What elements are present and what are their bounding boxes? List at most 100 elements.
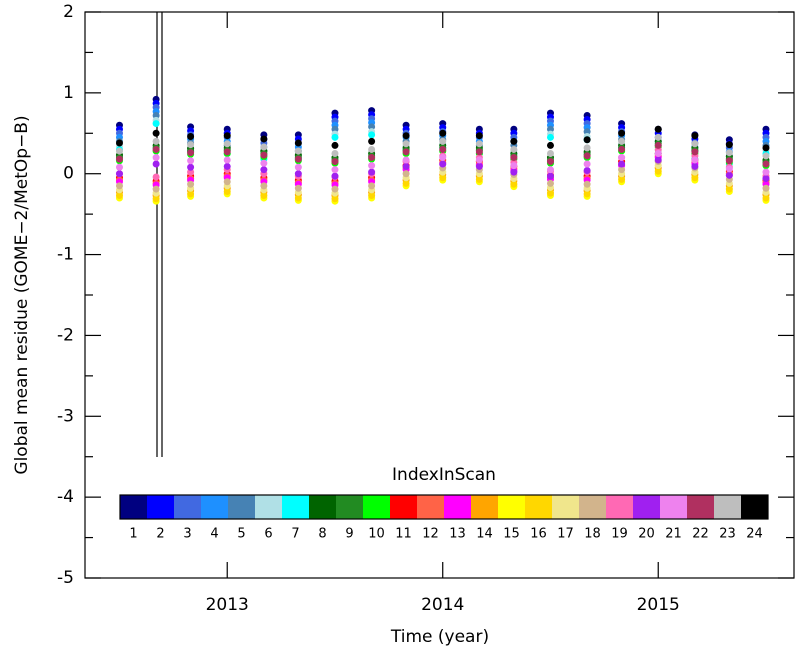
data-point [546,125,554,133]
legend-label: 18 [584,527,601,542]
data-point [475,175,483,183]
data-point [402,179,410,187]
data-point [583,160,591,168]
data-point [475,140,483,148]
data-point [223,178,231,186]
data-point [654,133,662,141]
legend-swatch [390,495,417,519]
data-point [691,140,699,148]
legend-swatch [552,495,579,519]
data-point [546,179,554,187]
data-point [368,168,376,176]
data-point [618,160,626,168]
data-point [762,152,770,160]
data-point [618,145,626,153]
data-point [439,154,447,162]
data-point [439,160,447,168]
data-point [654,125,662,133]
x-tick-label: 2014 [421,595,464,615]
data-point [331,185,339,193]
data-point [115,170,123,178]
data-point [187,168,195,176]
data-point [331,125,339,133]
legend-label: 22 [692,527,709,542]
data-point [152,120,160,128]
legend-swatch [417,495,444,519]
legend-label: 23 [719,527,736,542]
data-point [187,149,195,157]
y-tick-label: 2 [63,2,74,22]
legend-label: 20 [638,527,655,542]
data-point [294,184,302,192]
data-point [260,143,268,151]
data-point [439,129,447,137]
data-point [583,180,591,188]
legend-label: 21 [665,527,682,542]
data-point [294,163,302,171]
data-point [583,152,591,160]
data-point [725,185,733,193]
data-point [187,190,195,198]
y-tick-label: 1 [63,83,74,103]
data-point [402,132,410,140]
legend-label: 7 [291,527,299,542]
data-point [152,111,160,119]
legend-label: 24 [746,527,763,542]
data-point [583,190,591,198]
data-point [725,157,733,165]
data-point [654,156,662,164]
data-point [294,170,302,178]
data-point [152,195,160,203]
data-point [294,194,302,202]
data-point [691,148,699,156]
data-point [331,166,339,174]
legend-label: 10 [368,527,385,542]
legend-swatch [471,495,498,519]
data-point [475,156,483,164]
legend-label: 3 [183,527,191,542]
data-point [115,192,123,200]
data-point [152,137,160,145]
data-point [223,140,231,148]
data-point [402,170,410,178]
data-point [762,184,770,192]
data-point [260,151,268,159]
data-point [725,141,733,149]
data-point [260,182,268,190]
data-point [223,162,231,170]
data-point [187,141,195,149]
legend-label: 11 [395,527,412,542]
data-point [223,132,231,140]
legend-label: 17 [557,527,574,542]
legend-label: 6 [264,527,272,542]
legend-swatch [579,495,606,519]
legend-swatch [363,495,390,519]
data-point [402,162,410,170]
data-point [152,185,160,193]
legend-swatch [714,495,741,519]
data-point [475,132,483,140]
y-tick-label: -2 [57,325,74,345]
data-point [152,154,160,162]
legend-label: 2 [156,527,164,542]
legend-swatch [309,495,336,519]
data-point [546,166,554,174]
data-point [762,194,770,202]
data-point [725,171,733,179]
legend-swatch [282,495,309,519]
data-point [331,150,339,157]
data-point [510,180,518,188]
data-point [762,175,770,183]
data-point [187,133,195,141]
data-point [368,154,376,162]
data-point [618,175,626,183]
legend-label: 9 [345,527,353,542]
data-point [546,158,554,166]
data-point [187,157,195,165]
legend-swatch [741,495,768,519]
data-point [152,129,160,137]
data-point [762,160,770,168]
data-point [691,132,699,140]
data-point [691,162,699,170]
